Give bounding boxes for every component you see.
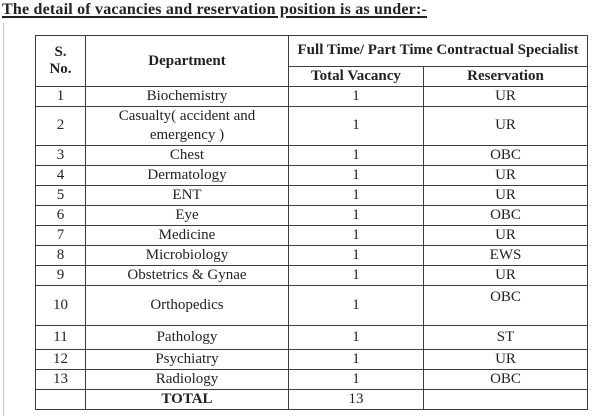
cell-reservation: OBC	[423, 144, 588, 166]
cell-reservation: UR	[423, 348, 588, 370]
page-edge-line	[3, 23, 4, 416]
cell-department: Orthopedics	[85, 284, 289, 326]
cell-vacancy: 1	[288, 144, 424, 166]
cell-department: Pathology	[85, 324, 289, 350]
header-row-top: S. No. Department Full Time/ Part Time C…	[35, 35, 588, 87]
table-row: 7 Medicine 1 UR	[35, 224, 588, 246]
cell-vacancy: 1	[288, 368, 424, 390]
cell-sno: 7	[35, 224, 86, 246]
cell-department: Biochemistry	[85, 85, 289, 107]
table-row: 12 Psychiatry 1 UR	[35, 348, 588, 370]
cell-sno: 5	[35, 184, 86, 206]
table-row: 5 ENT 1 UR	[35, 184, 588, 206]
cell-vacancy: 1	[288, 348, 424, 370]
cell-vacancy: 1	[288, 105, 424, 146]
cell-department: Medicine	[85, 224, 289, 246]
table-row: 3 Chest 1 OBC	[35, 144, 588, 166]
cell-vacancy: 1	[288, 264, 424, 286]
table-row: 8 Microbiology 1 EWS	[35, 244, 588, 266]
cell-vacancy: 1	[288, 224, 424, 246]
cell-reservation: UR	[423, 85, 588, 107]
cell-department: Psychiatry	[85, 348, 289, 370]
cell-reservation: EWS	[423, 244, 588, 266]
cell-vacancy: 1	[288, 204, 424, 226]
table-row: 6 Eye 1 OBC	[35, 204, 588, 226]
cell-reservation: UR	[423, 264, 588, 286]
cell-sno: 4	[35, 164, 86, 186]
table-row: 4 Dermatology 1 UR	[35, 164, 588, 186]
cell-sno: 13	[35, 368, 86, 390]
column-header-total-vacancy: Total Vacancy	[288, 66, 424, 87]
column-header-department: Department	[85, 35, 289, 87]
cell-department: Eye	[85, 204, 289, 226]
total-reservation-cell	[423, 388, 588, 410]
table-body: 1 Biochemistry 1 UR 2 Casualty( accident…	[35, 85, 588, 390]
cell-reservation: OBC	[423, 368, 588, 390]
table-row: 2 Casualty( accident and emergency ) 1 U…	[35, 105, 588, 146]
cell-department: Radiology	[85, 368, 289, 390]
cell-vacancy: 1	[288, 244, 424, 266]
cell-vacancy: 1	[288, 85, 424, 107]
cell-sno: 9	[35, 264, 86, 286]
cell-sno: 12	[35, 348, 86, 370]
cell-department: Chest	[85, 144, 289, 166]
cell-sno: 2	[35, 105, 86, 146]
cell-department: ENT	[85, 184, 289, 206]
cell-sno: 11	[35, 324, 86, 350]
cell-reservation: UR	[423, 184, 588, 206]
cell-department: Obstetrics & Gynae	[85, 264, 289, 286]
table-row: 13 Radiology 1 OBC	[35, 368, 588, 390]
cell-reservation: OBC	[423, 284, 588, 326]
cell-reservation: OBC	[423, 204, 588, 226]
cell-vacancy: 1	[288, 184, 424, 206]
table-header: S. No. Department Full Time/ Part Time C…	[35, 35, 588, 87]
cell-sno: 6	[35, 204, 86, 226]
cell-vacancy: 1	[288, 284, 424, 326]
cell-reservation: UR	[423, 224, 588, 246]
cell-reservation: ST	[423, 324, 588, 350]
vacancy-table: S. No. Department Full Time/ Part Time C…	[35, 35, 588, 410]
column-header-group: Full Time/ Part Time Contractual Special…	[288, 35, 588, 67]
cell-reservation: UR	[423, 164, 588, 186]
column-header-reservation: Reservation	[423, 66, 588, 87]
cell-department: Microbiology	[85, 244, 289, 266]
total-row: TOTAL 13	[35, 388, 588, 410]
table-row: 10 Orthopedics 1 OBC	[35, 284, 588, 326]
table-row: 1 Biochemistry 1 UR	[35, 85, 588, 107]
total-sno-cell	[35, 388, 86, 410]
table-row: 11 Pathology 1 ST	[35, 324, 588, 350]
table-row: 9 Obstetrics & Gynae 1 UR	[35, 264, 588, 286]
page-title: The detail of vacancies and reservation …	[2, 1, 428, 18]
total-vacancy-cell: 13	[288, 388, 424, 410]
cell-department: Dermatology	[85, 164, 289, 186]
total-label-cell: TOTAL	[85, 388, 289, 410]
table-footer: TOTAL 13	[35, 388, 588, 410]
cell-vacancy: 1	[288, 324, 424, 350]
cell-sno: 8	[35, 244, 86, 266]
cell-sno: 3	[35, 144, 86, 166]
cell-reservation: UR	[423, 105, 588, 146]
cell-vacancy: 1	[288, 164, 424, 186]
cell-department: Casualty( accident and emergency )	[85, 105, 289, 146]
cell-sno: 10	[35, 284, 86, 326]
cell-sno: 1	[35, 85, 86, 107]
column-header-sno: S. No.	[35, 35, 86, 87]
